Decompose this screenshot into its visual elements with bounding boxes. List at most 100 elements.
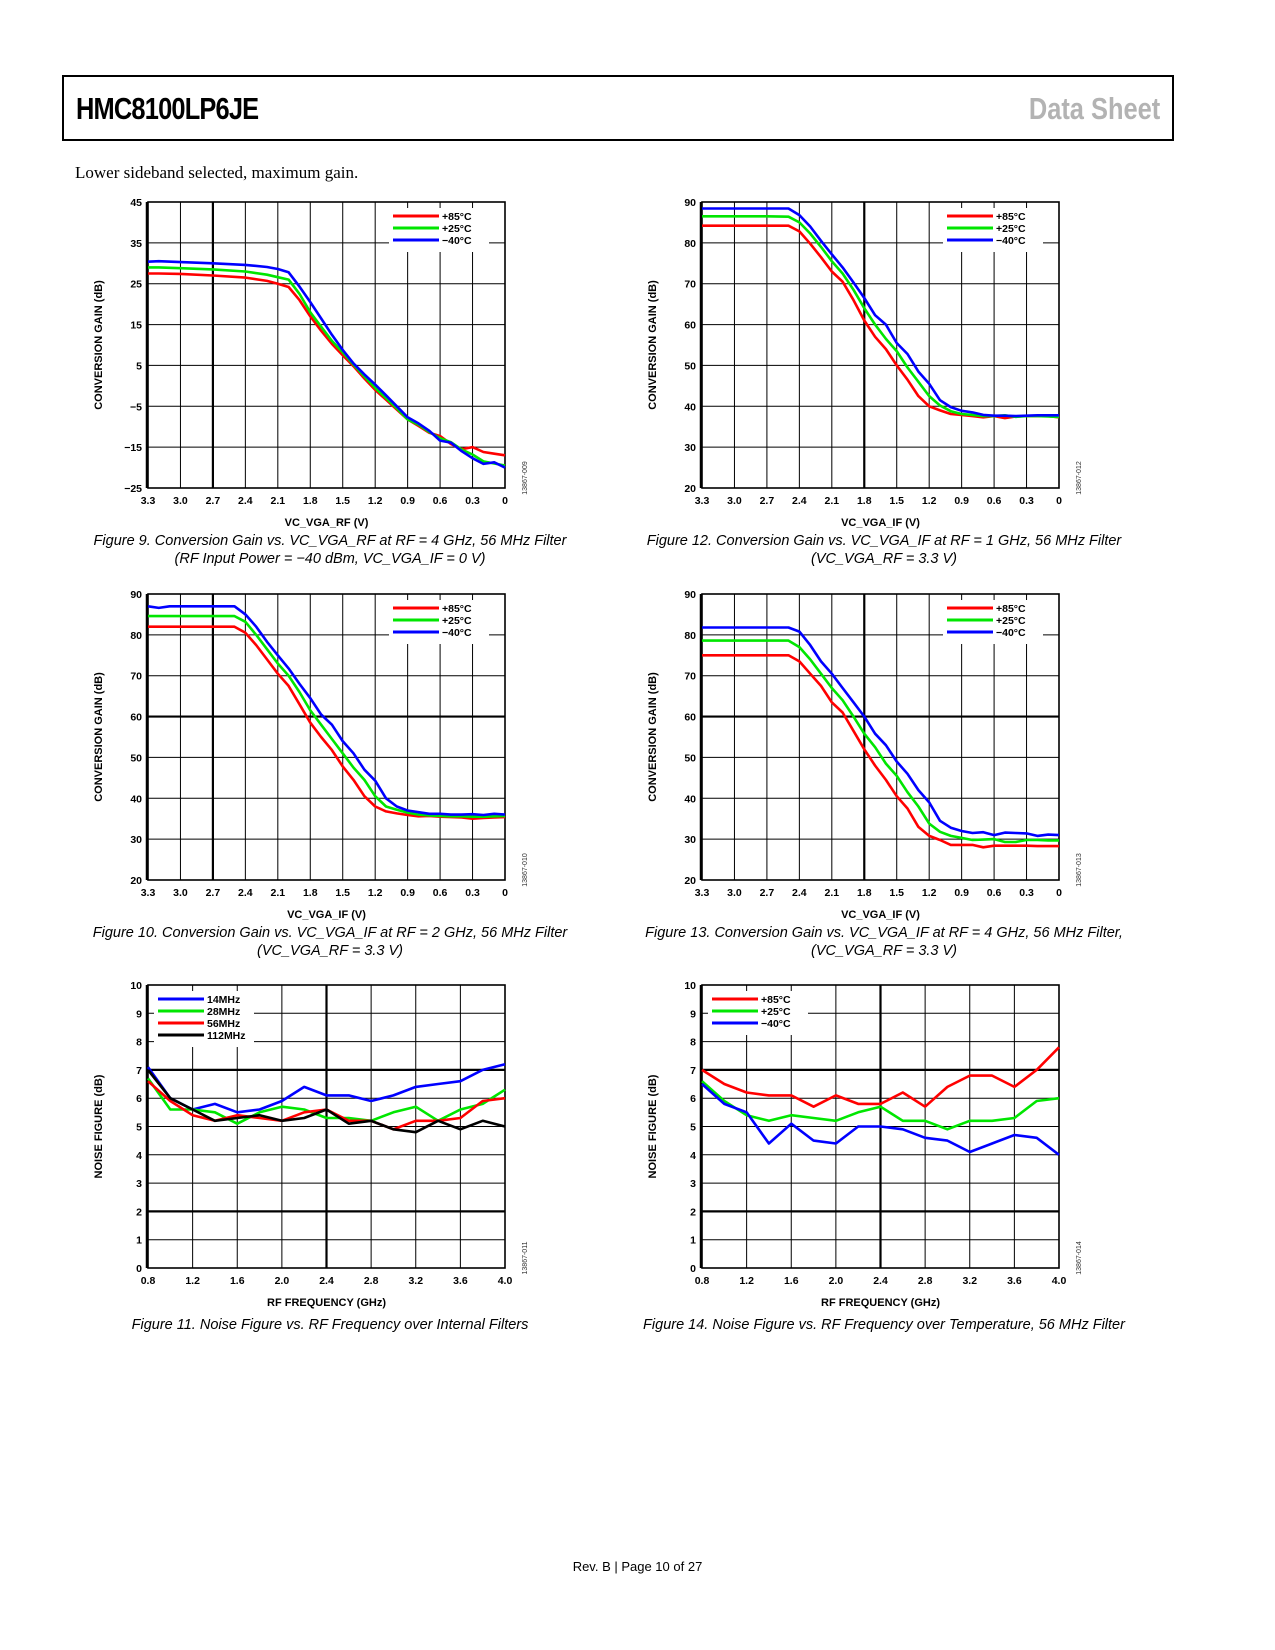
figure-14: NOISE FIGURE (dB) RF FREQUENCY (GHz) 13867… (614, 973, 1154, 1358)
y-tick-label: 90 (130, 589, 142, 601)
y-tick-label: 6 (690, 1093, 696, 1105)
y-tick-label: 70 (684, 671, 696, 683)
x-tick-label: 1.5 (335, 887, 350, 899)
y-tick-label: 10 (684, 980, 696, 992)
series-line-40C (147, 259, 506, 469)
y-tick-label: 7 (690, 1065, 696, 1077)
figure-10-caption: Figure 10. Conversion Gain vs. VC_VGA_IF… (60, 924, 600, 960)
x-tick-label: 2.0 (829, 1275, 844, 1287)
chart-figure-9: CONVERSION GAIN (dB) VC_VGA_RF (V) 13867-0… (93, 197, 529, 529)
series-line-25C (148, 266, 506, 467)
chart-figure-14: NOISE FIGURE (dB)RF FREQUENCY (GHz)13867… (647, 980, 1083, 1309)
caption-line-1: Figure 9. Conversion Gain vs. VC_VGA_RF … (93, 533, 567, 549)
legend: +85°C+25°C−40°C (943, 208, 1043, 252)
y-tick-label: 9 (690, 1008, 696, 1020)
legend-label: +85°C (996, 603, 1026, 615)
series-line-40C (147, 604, 506, 817)
y-tick-label: 9 (136, 1008, 142, 1020)
x-tick-label: 3.0 (173, 887, 188, 899)
y-tick-label: 2 (690, 1206, 696, 1218)
y-tick-label: 30 (684, 834, 696, 846)
figure-9-caption: Figure 9. Conversion Gain vs. VC_VGA_RF … (60, 532, 600, 568)
y-axis-label: CONVERSION GAIN (dB) (647, 280, 659, 410)
caption-line-2: (VC_VGA_RF = 3.3 V) (811, 943, 957, 959)
x-tick-label: 4.0 (498, 1275, 513, 1287)
y-tick-label: 40 (130, 793, 142, 805)
series-line-25C (148, 614, 506, 818)
y-tick-label: 1 (136, 1235, 142, 1247)
y-axis-label: CONVERSION GAIN (dB) (93, 280, 105, 410)
x-axis-label: RF FREQUENCY (GHz) (267, 1297, 386, 1309)
legend: +85°C+25°C−40°C (389, 600, 489, 644)
x-tick-label: 0.3 (465, 495, 480, 507)
x-tick-label: 3.2 (408, 1275, 423, 1287)
y-tick-label: 7 (136, 1065, 142, 1077)
x-tick-label: 2.4 (792, 887, 807, 899)
y-tick-label: 60 (130, 712, 142, 724)
y-tick-label: 50 (130, 752, 142, 764)
x-tick-label: 2.1 (271, 887, 286, 899)
x-tick-label: 2.4 (238, 887, 253, 899)
legend-label: −40°C (442, 627, 472, 639)
x-tick-label: 0.6 (987, 495, 1002, 507)
chart-figure-10: CONVERSION GAIN (dB) VC_VGA_IF (V) 13867-0… (93, 589, 529, 921)
y-tick-label: 40 (684, 401, 696, 413)
legend-label: −40°C (761, 1018, 791, 1030)
y-tick-label: 30 (130, 834, 142, 846)
x-tick-label: 1.8 (303, 887, 318, 899)
page-footer: Rev. B | Page 10 of 27 (572, 1559, 703, 1574)
legend: +85°C+25°C−40°C (943, 600, 1043, 644)
x-axis-label: VC_VGA_IF (V) (841, 909, 920, 921)
x-tick-label: 1.8 (857, 495, 872, 507)
y-tick-label: −25 (124, 483, 142, 495)
caption-line-2: (RF Input Power = −40 dBm, VC_VGA_IF = 0… (174, 551, 486, 567)
figure-14-caption: Figure 14. Noise Figure vs. RF Frequency… (614, 1316, 1154, 1334)
y-tick-label: 5 (136, 1122, 142, 1134)
x-tick-label: 1.5 (889, 887, 904, 899)
y-tick-label: 0 (690, 1263, 696, 1275)
y-axis-label: CONVERSION GAIN (dB) (93, 672, 105, 802)
x-tick-label: 0.3 (1019, 887, 1034, 899)
x-tick-label: 1.2 (368, 887, 383, 899)
legend-label: +85°C (996, 211, 1026, 223)
x-tick-label: 0.8 (141, 1275, 156, 1287)
x-tick-label: 0 (1056, 495, 1062, 507)
y-tick-label: 30 (684, 442, 696, 454)
y-tick-label: 8 (690, 1037, 696, 1049)
y-tick-label: 3 (136, 1178, 142, 1190)
x-tick-label: 3.3 (141, 495, 156, 507)
x-tick-label: 2.7 (206, 887, 221, 899)
legend-label: 14MHz (207, 994, 240, 1006)
x-tick-label: 3.0 (173, 495, 188, 507)
series-line-112MHz (146, 1069, 506, 1134)
y-tick-label: 4 (690, 1150, 696, 1162)
x-tick-label: 1.8 (857, 887, 872, 899)
y-tick-label: 80 (130, 630, 142, 642)
x-tick-label: 3.3 (695, 495, 710, 507)
x-tick-label: 2.4 (319, 1275, 334, 1287)
y-tick-label: 20 (684, 875, 696, 887)
x-tick-label: 2.0 (275, 1275, 290, 1287)
x-tick-label: 4.0 (1052, 1275, 1067, 1287)
x-tick-label: 0.9 (400, 495, 415, 507)
figure-13-caption: Figure 13. Conversion Gain vs. VC_VGA_IF… (614, 924, 1154, 960)
y-tick-label: 40 (684, 793, 696, 805)
x-tick-label: 3.3 (141, 887, 156, 899)
x-tick-label: 3.3 (695, 887, 710, 899)
x-tick-label: 1.5 (335, 495, 350, 507)
x-tick-label: 3.2 (962, 1275, 977, 1287)
intro-text: Lower sideband selected, maximum gain. (75, 163, 359, 182)
figure-code: 13867-013 (1076, 853, 1083, 887)
y-tick-label: 8 (136, 1037, 142, 1049)
x-tick-label: 0.9 (954, 495, 969, 507)
y-tick-label: 70 (130, 671, 142, 683)
legend-label: −40°C (996, 627, 1026, 639)
figure-12-caption: Figure 12. Conversion Gain vs. VC_VGA_IF… (614, 532, 1154, 568)
caption-line-1: Figure 10. Conversion Gain vs. VC_VGA_IF… (92, 925, 568, 941)
x-tick-label: 0.6 (433, 495, 448, 507)
series-line-14MHz (146, 1062, 506, 1114)
figure-code: 13867-009 (522, 461, 529, 495)
x-tick-label: 0.3 (465, 887, 480, 899)
y-tick-label: −15 (124, 442, 142, 454)
x-tick-label: 0 (1056, 887, 1062, 899)
